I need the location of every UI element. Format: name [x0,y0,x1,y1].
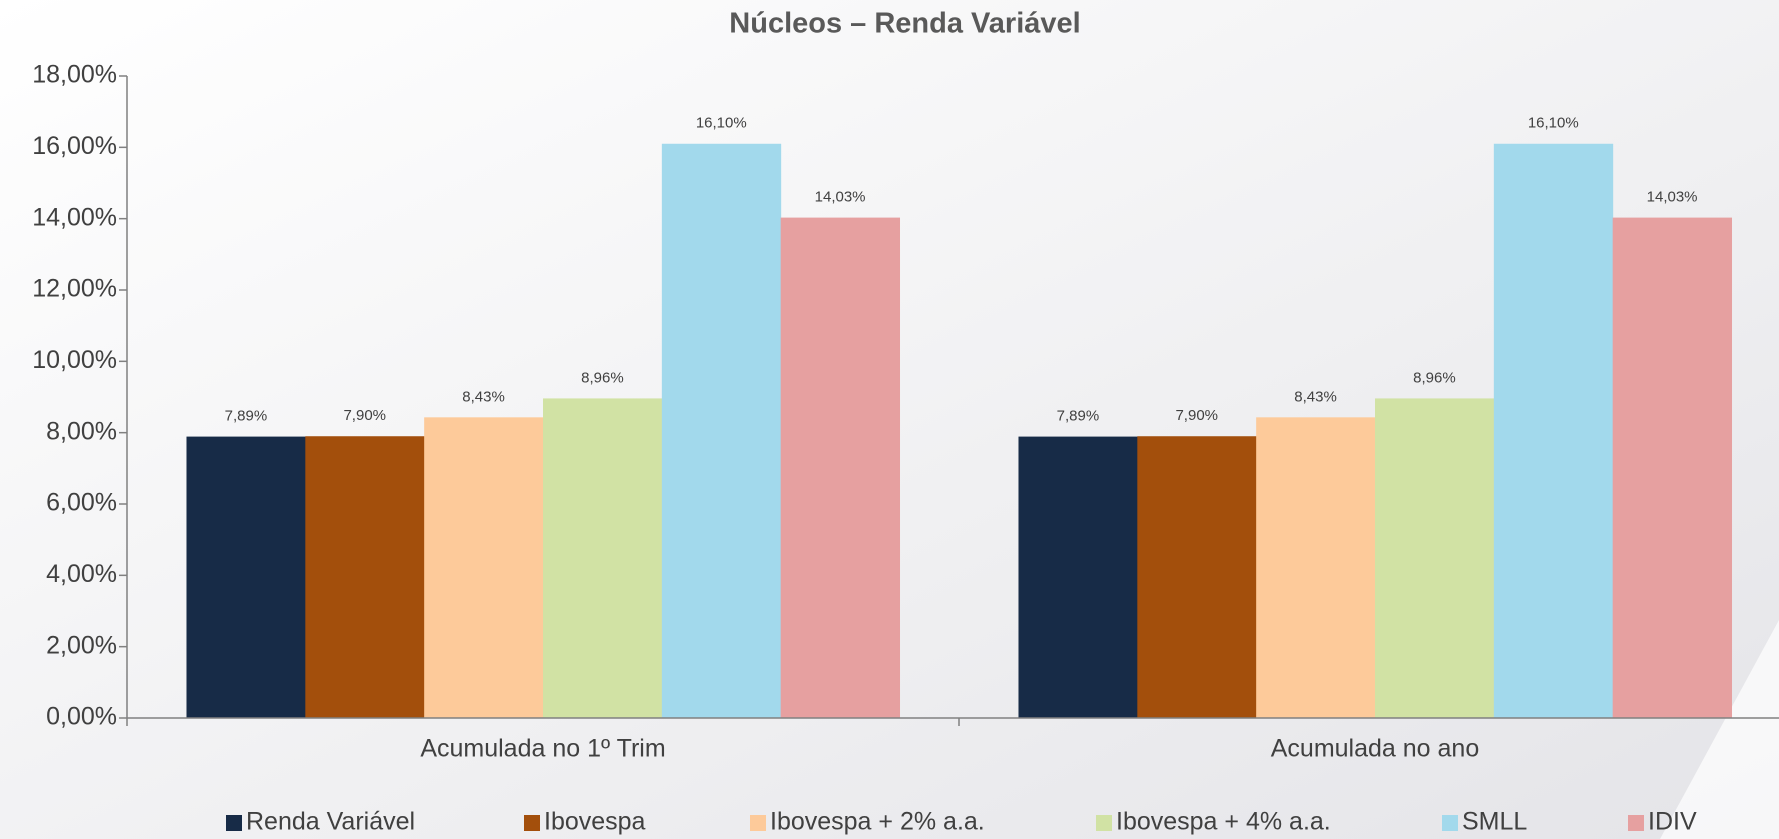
bar [424,417,544,718]
legend-label: SMLL [1462,808,1527,836]
value-label: 16,10% [1528,115,1579,132]
value-label: 7,90% [343,407,386,424]
y-tick-label: 10,00% [32,346,117,374]
y-tick-label: 8,00% [46,417,117,445]
legend-swatch [226,815,242,831]
value-label: 8,96% [581,369,624,386]
bar [543,398,663,718]
value-label: 16,10% [696,115,747,132]
value-label: 7,89% [225,408,268,425]
bar [1137,436,1257,718]
legend-swatch [1096,815,1112,831]
value-label: 7,90% [1175,407,1218,424]
bar [1612,217,1733,718]
bar [780,217,901,718]
bar [1493,143,1614,718]
y-tick-label: 4,00% [46,560,117,588]
value-label: 14,03% [815,189,866,206]
legend-label: Ibovespa + 2% a.a. [770,808,985,836]
value-label: 8,96% [1413,369,1456,386]
bar [305,436,425,718]
x-tick-label: Acumulada no 1º Trim [420,735,665,763]
legend-swatch [524,815,540,831]
value-label: 14,03% [1647,189,1698,206]
x-tick-label: Acumulada no ano [1271,735,1479,763]
y-tick-label: 6,00% [46,489,117,517]
legend-swatch [750,815,766,831]
legend-label: Renda Variável [246,808,415,836]
bar [1375,398,1495,718]
bar [661,143,782,718]
value-label: 8,43% [1294,388,1337,405]
legend-swatch [1628,815,1644,831]
legend-swatch [1442,815,1458,831]
legend-label: IDIV [1648,808,1697,836]
legend-label: Ibovespa [544,808,646,836]
legend-label: Ibovespa + 4% a.a. [1116,808,1331,836]
value-label: 7,89% [1057,408,1100,425]
value-label: 8,43% [462,388,505,405]
bar [186,436,306,718]
y-tick-label: 2,00% [46,631,117,659]
bar [1256,417,1376,718]
y-tick-label: 12,00% [32,275,117,303]
y-tick-label: 18,00% [32,61,117,89]
y-tick-label: 0,00% [46,703,117,731]
decoration [1660,620,1779,839]
y-tick-label: 16,00% [32,132,117,160]
bar [1018,436,1138,718]
y-tick-label: 14,00% [32,203,117,231]
chart-title: Núcleos – Renda Variável [729,8,1080,40]
